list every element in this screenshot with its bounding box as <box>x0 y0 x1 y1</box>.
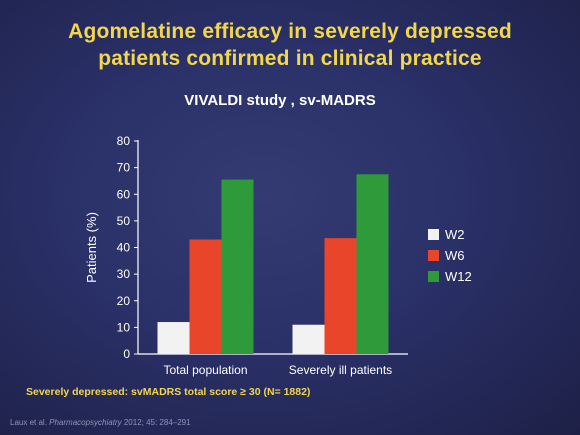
y-tick-label: 40 <box>117 241 131 255</box>
category-label: Severely ill patients <box>289 363 392 377</box>
legend-swatch-w2 <box>428 229 439 240</box>
citation-authors: Laux et al. <box>10 418 50 427</box>
y-tick-label: 70 <box>117 161 131 175</box>
footnote: Severely depressed: svMADRS total score … <box>26 386 311 398</box>
y-tick-label: 0 <box>123 347 130 361</box>
bar-w2-2 <box>292 324 325 354</box>
chart-title: VIVALDI study , sv-MADRS <box>184 92 376 109</box>
y-tick-label: 30 <box>117 267 131 281</box>
bar-w6-1 <box>189 239 222 354</box>
bar-w12-2 <box>356 174 389 354</box>
slide-title-line-2: patients confirmed in clinical practice <box>98 47 482 70</box>
bar-w2-1 <box>157 322 190 354</box>
legend-label-w12: W12 <box>445 269 472 284</box>
y-tick-label: 80 <box>117 134 131 148</box>
slide-title-line-1: Agomelatine efficacy in severely depress… <box>68 20 512 43</box>
bar-w6-2 <box>324 238 357 354</box>
category-label: Total population <box>163 363 247 377</box>
y-tick-label: 20 <box>117 294 131 308</box>
citation: Laux et al. Pharmacopsychiatry 2012; 45:… <box>10 418 191 427</box>
legend-label-w2: W2 <box>445 227 465 242</box>
citation-details: 2012; 45: 284–291 <box>121 418 191 427</box>
y-tick-label: 60 <box>117 187 131 201</box>
y-tick-label: 50 <box>117 214 131 228</box>
y-axis-label: Patients (%) <box>84 212 99 283</box>
legend-swatch-w12 <box>428 271 439 282</box>
citation-journal: Pharmacopsychiatry <box>49 418 122 427</box>
slide-title: Agomelatine efficacy in severely depress… <box>20 18 560 72</box>
bar-w12-1 <box>221 179 254 354</box>
legend-label-w6: W6 <box>445 248 465 263</box>
legend-swatch-w6 <box>428 250 439 261</box>
y-tick-label: 10 <box>117 320 131 334</box>
